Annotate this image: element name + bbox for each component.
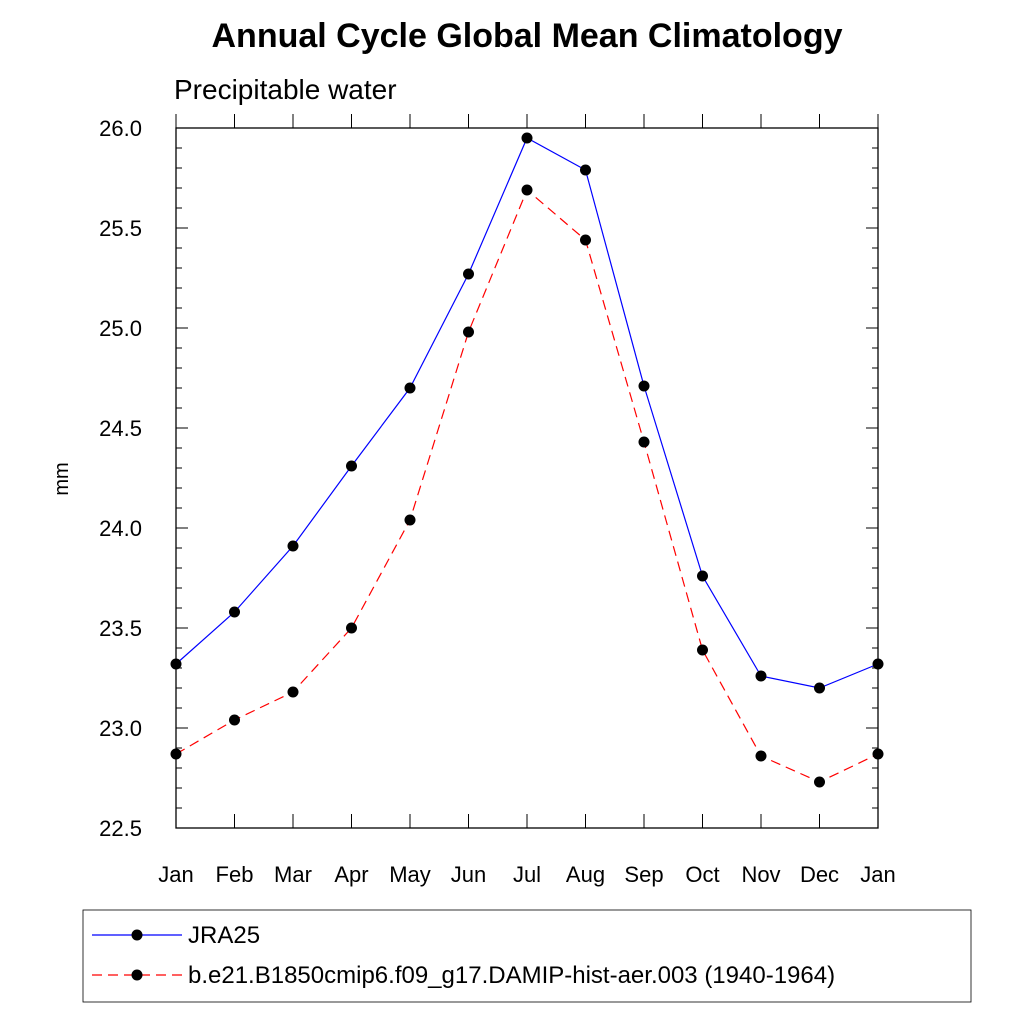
legend: JRA25 b.e21.B1850cmip6.f09_g17.DAMIP-hist… xyxy=(92,922,835,989)
data-point xyxy=(463,326,474,338)
y-tick-label: 25.0 xyxy=(99,316,142,341)
data-point xyxy=(872,658,884,670)
series-line-1 xyxy=(175,189,879,783)
x-tick-label: Jan xyxy=(158,862,193,887)
series-line-0 xyxy=(175,137,879,689)
x-tick-label: Jun xyxy=(451,862,486,887)
y-tick-label: 23.5 xyxy=(99,616,142,641)
y-tick-label: 26.0 xyxy=(99,116,142,141)
data-point xyxy=(814,682,825,694)
data-point xyxy=(580,164,591,176)
data-point xyxy=(287,540,299,552)
data-point xyxy=(580,234,591,246)
data-point xyxy=(697,570,708,582)
x-tick-label: Mar xyxy=(274,862,312,887)
legend-marker-1 xyxy=(131,969,143,981)
data-point xyxy=(404,514,416,526)
x-tick-label: Dec xyxy=(800,862,839,887)
data-point xyxy=(404,382,416,394)
x-tick-label: Jul xyxy=(513,862,541,887)
data-point xyxy=(697,644,708,656)
data-point xyxy=(229,606,240,618)
data-point xyxy=(814,776,825,788)
x-tick-label: Feb xyxy=(216,862,254,887)
plot-frame xyxy=(175,127,879,829)
x-tick-label: Jan xyxy=(860,862,895,887)
y-tick-label: 23.0 xyxy=(99,716,142,741)
data-point xyxy=(170,748,182,760)
axis-ticks xyxy=(175,114,879,829)
data-point xyxy=(346,622,357,634)
data-point xyxy=(521,184,533,196)
data-point xyxy=(755,670,767,682)
legend-box xyxy=(82,909,972,1003)
y-axis-label: mm xyxy=(51,462,73,495)
data-point xyxy=(229,714,240,726)
data-point xyxy=(755,750,767,762)
chart-subtitle: Precipitable water xyxy=(174,74,397,105)
data-point xyxy=(521,132,533,144)
legend-marker-0 xyxy=(131,929,143,941)
y-tick-label: 25.5 xyxy=(99,216,142,241)
y-tick-label: 22.5 xyxy=(99,816,142,841)
data-point xyxy=(638,436,650,448)
x-tick-label: Nov xyxy=(741,862,780,887)
x-tick-label: Sep xyxy=(624,862,663,887)
x-tick-label: Oct xyxy=(685,862,719,887)
x-tick-label: Aug xyxy=(566,862,605,887)
chart-title: Annual Cycle Global Mean Climatology xyxy=(212,17,843,55)
y-tick-label: 24.0 xyxy=(99,516,142,541)
series-layer xyxy=(170,132,884,788)
data-point xyxy=(872,748,884,760)
data-point xyxy=(170,658,182,670)
data-point xyxy=(638,380,650,392)
y-tick-label: 24.5 xyxy=(99,416,142,441)
x-tick-label: May xyxy=(389,862,431,887)
legend-label-1: b.e21.B1850cmip6.f09_g17.DAMIP-hist-aer.… xyxy=(188,962,835,989)
y-tick-labels: 22.5 23.0 23.5 24.0 24.5 25.0 25.5 26.0 xyxy=(99,116,142,841)
data-point xyxy=(346,460,357,472)
x-tick-labels: Jan Feb Mar Apr May Jun Jul Aug Sep Oct Nov Dec Jan xyxy=(158,862,895,887)
x-tick-label: Apr xyxy=(334,862,368,887)
data-point xyxy=(463,268,474,280)
legend-label-0: JRA25 xyxy=(188,922,260,949)
data-point xyxy=(287,686,299,698)
